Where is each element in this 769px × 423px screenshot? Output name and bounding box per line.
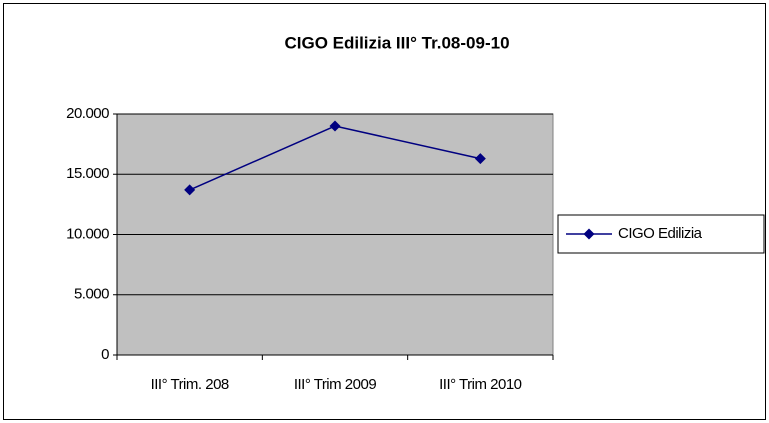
point-marker xyxy=(184,184,196,196)
x-tick-label: III° Trim. 208 xyxy=(151,376,229,393)
y-tick-label: 10.000 xyxy=(66,225,109,242)
point-marker xyxy=(474,153,486,165)
y-tick-label: 0 xyxy=(101,346,109,363)
y-tick-label: 15.000 xyxy=(66,165,109,182)
legend-marker xyxy=(583,228,595,240)
y-tick-label: 5.000 xyxy=(74,286,109,303)
point-marker xyxy=(329,120,341,132)
chart-title: CIGO Edilizia III° Tr.08-09-10 xyxy=(284,33,509,52)
x-tick-label: III° Trim 2009 xyxy=(294,376,377,393)
y-tick-label: 20.000 xyxy=(66,105,109,122)
x-tick-label: III° Trim 2010 xyxy=(439,376,522,393)
legend-label: CIGO Edilizia xyxy=(618,225,703,242)
